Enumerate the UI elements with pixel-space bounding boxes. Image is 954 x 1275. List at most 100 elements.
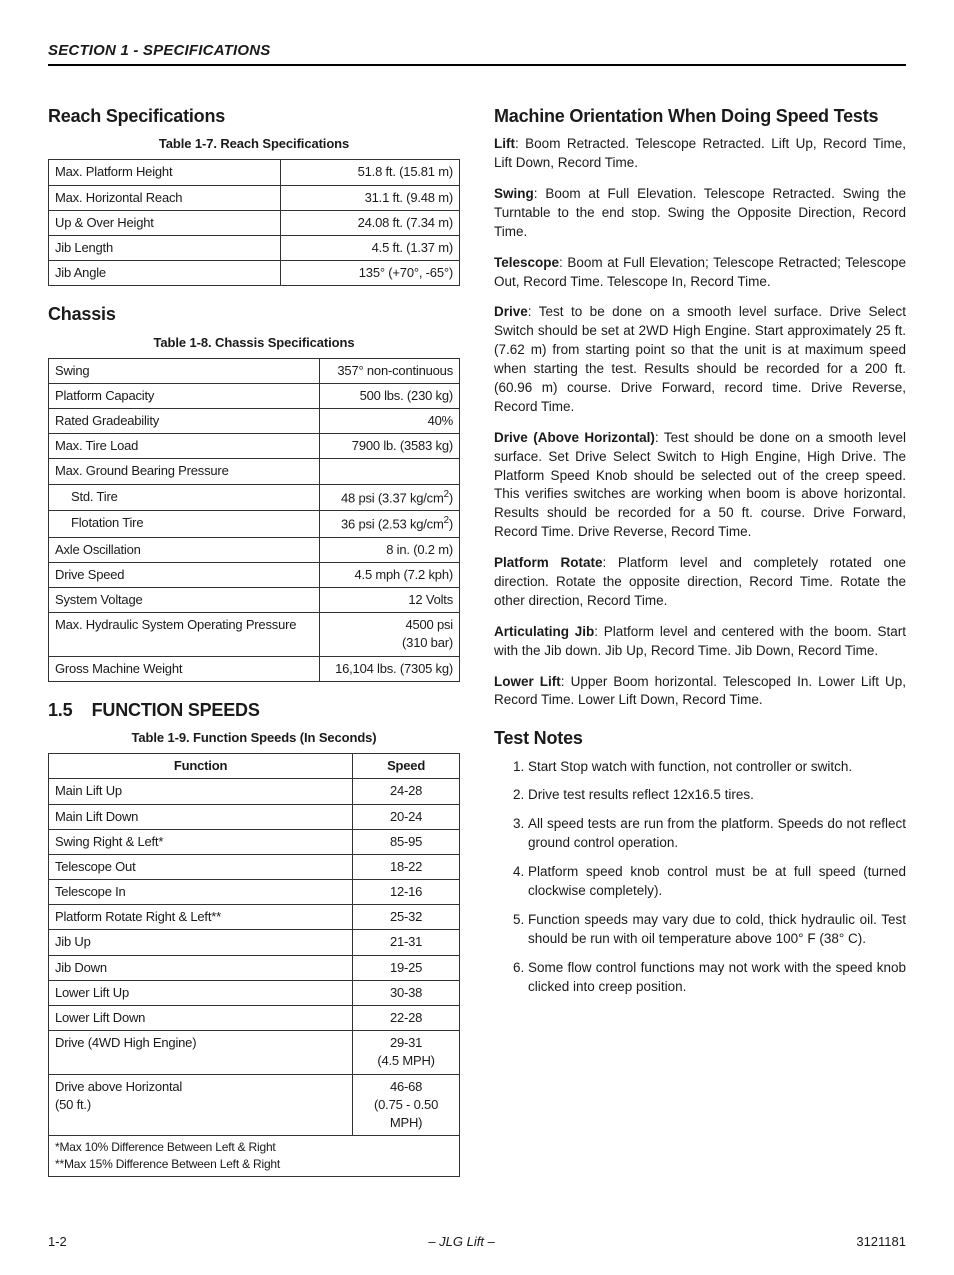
function-name: Drive above Horizontal(50 ft.) xyxy=(49,1074,353,1136)
spec-label: Platform Capacity xyxy=(49,383,320,408)
orientation-paragraph: Drive (Above Horizontal): Test should be… xyxy=(494,429,906,542)
test-note-item: Some flow control functions may not work… xyxy=(528,959,906,997)
orientation-term: Drive (Above Horizontal) xyxy=(494,430,655,445)
function-name: Telescope In xyxy=(49,880,353,905)
spec-value: 31.1 ft. (9.48 m) xyxy=(280,185,459,210)
table-row: Max. Hydraulic System Operating Pressure… xyxy=(49,613,460,656)
speeds-table: Function Speed Main Lift Up24-28Main Lif… xyxy=(48,753,460,1177)
function-speed: 22-28 xyxy=(353,1006,460,1031)
table-row: Swing357° non-continuous xyxy=(49,358,460,383)
spec-label: Jib Angle xyxy=(49,261,281,286)
table-row: Drive (4WD High Engine)29-31(4.5 MPH) xyxy=(49,1031,460,1074)
test-note-item: Start Stop watch with function, not cont… xyxy=(528,758,906,777)
orientation-paragraph: Swing: Boom at Full Elevation. Telescope… xyxy=(494,185,906,242)
orientation-paragraph: Lift: Boom Retracted. Telescope Retracte… xyxy=(494,135,906,173)
function-name: Main Lift Down xyxy=(49,804,353,829)
table-row: Jib Down19-25 xyxy=(49,955,460,980)
orientation-term: Lower Lift xyxy=(494,674,561,689)
function-speed: 20-24 xyxy=(353,804,460,829)
table-row: Jib Angle135° (+70°, -65°) xyxy=(49,261,460,286)
reach-caption: Table 1-7. Reach Specifications xyxy=(48,135,460,153)
spec-value: 16,104 lbs. (7305 kg) xyxy=(320,656,460,681)
table-row: Drive Speed4.5 mph (7.2 kph) xyxy=(49,562,460,587)
spec-label: Max. Platform Height xyxy=(49,160,281,185)
orient-heading: Machine Orientation When Doing Speed Tes… xyxy=(494,104,906,129)
speeds-th-function: Function xyxy=(49,754,353,779)
orientation-term: Lift xyxy=(494,136,515,151)
spec-value: 4500 psi(310 bar) xyxy=(320,613,460,656)
table-row: Telescope In12-16 xyxy=(49,880,460,905)
table-row: Flotation Tire36 psi (2.53 kg/cm2) xyxy=(49,511,460,538)
table-row: Gross Machine Weight16,104 lbs. (7305 kg… xyxy=(49,656,460,681)
spec-label: Std. Tire xyxy=(49,484,320,511)
test-notes-list: Start Stop watch with function, not cont… xyxy=(494,758,906,997)
speeds-heading: 1.5 FUNCTION SPEEDS xyxy=(48,698,460,723)
table-row: Swing Right & Left*85-95 xyxy=(49,829,460,854)
reach-heading: Reach Specifications xyxy=(48,104,460,129)
spec-label: Rated Gradeability xyxy=(49,409,320,434)
spec-label: System Voltage xyxy=(49,588,320,613)
orientation-term: Platform Rotate xyxy=(494,555,602,570)
reach-table: Max. Platform Height51.8 ft. (15.81 m)Ma… xyxy=(48,159,460,286)
table-row: Std. Tire48 psi (3.37 kg/cm2) xyxy=(49,484,460,511)
spec-label: Drive Speed xyxy=(49,562,320,587)
table-row: Max. Tire Load7900 lb. (3583 kg) xyxy=(49,434,460,459)
spec-value: 4.5 mph (7.2 kph) xyxy=(320,562,460,587)
table-row: Axle Oscillation8 in. (0.2 m) xyxy=(49,537,460,562)
spec-label: Max. Tire Load xyxy=(49,434,320,459)
spec-value: 8 in. (0.2 m) xyxy=(320,537,460,562)
function-speed: 29-31(4.5 MPH) xyxy=(353,1031,460,1074)
table-row: Main Lift Down20-24 xyxy=(49,804,460,829)
table-row: Telescope Out18-22 xyxy=(49,854,460,879)
orientation-term: Telescope xyxy=(494,255,559,270)
table-row: Max. Horizontal Reach31.1 ft. (9.48 m) xyxy=(49,185,460,210)
spec-label: Axle Oscillation xyxy=(49,537,320,562)
table-row: Jib Length4.5 ft. (1.37 m) xyxy=(49,235,460,260)
table-footnote: *Max 10% Difference Between Left & Right… xyxy=(49,1136,460,1177)
orientation-paragraph: Articulating Jib: Platform level and cen… xyxy=(494,623,906,661)
left-column: Reach Specifications Table 1-7. Reach Sp… xyxy=(48,94,460,1191)
footer-page: 1-2 xyxy=(48,1233,67,1251)
spec-label: Up & Over Height xyxy=(49,210,281,235)
function-name: Platform Rotate Right & Left** xyxy=(49,905,353,930)
footnote-text: *Max 10% Difference Between Left & Right… xyxy=(49,1136,460,1177)
chassis-heading: Chassis xyxy=(48,302,460,327)
function-name: Drive (4WD High Engine) xyxy=(49,1031,353,1074)
spec-value: 40% xyxy=(320,409,460,434)
function-speed: 46-68(0.75 - 0.50 MPH) xyxy=(353,1074,460,1136)
table-row: Drive above Horizontal(50 ft.)46-68(0.75… xyxy=(49,1074,460,1136)
spec-value: 36 psi (2.53 kg/cm2) xyxy=(320,511,460,538)
speeds-th-speed: Speed xyxy=(353,754,460,779)
spec-label: Max. Ground Bearing Pressure xyxy=(49,459,320,484)
orientation-term: Drive xyxy=(494,304,528,319)
table-row: Up & Over Height24.08 ft. (7.34 m) xyxy=(49,210,460,235)
test-note-item: Platform speed knob control must be at f… xyxy=(528,863,906,901)
orientation-paragraph: Telescope: Boom at Full Elevation; Teles… xyxy=(494,254,906,292)
table-row: Max. Platform Height51.8 ft. (15.81 m) xyxy=(49,160,460,185)
spec-label: Jib Length xyxy=(49,235,281,260)
orientation-paragraph: Lower Lift: Upper Boom horizontal. Teles… xyxy=(494,673,906,711)
spec-label: Max. Horizontal Reach xyxy=(49,185,281,210)
spec-value: 12 Volts xyxy=(320,588,460,613)
chassis-caption: Table 1-8. Chassis Specifications xyxy=(48,334,460,352)
spec-value: 24.08 ft. (7.34 m) xyxy=(280,210,459,235)
spec-label: Gross Machine Weight xyxy=(49,656,320,681)
function-name: Jib Up xyxy=(49,930,353,955)
function-name: Lower Lift Up xyxy=(49,980,353,1005)
function-speed: 25-32 xyxy=(353,905,460,930)
spec-value: 51.8 ft. (15.81 m) xyxy=(280,160,459,185)
table-row: Platform Capacity500 lbs. (230 kg) xyxy=(49,383,460,408)
function-name: Main Lift Up xyxy=(49,779,353,804)
chassis-table: Swing357° non-continuousPlatform Capacit… xyxy=(48,358,460,682)
footer-doc: 3121181 xyxy=(856,1233,906,1251)
spec-value: 357° non-continuous xyxy=(320,358,460,383)
right-column: Machine Orientation When Doing Speed Tes… xyxy=(494,94,906,1191)
table-row: Lower Lift Up30-38 xyxy=(49,980,460,1005)
spec-value: 135° (+70°, -65°) xyxy=(280,261,459,286)
function-name: Jib Down xyxy=(49,955,353,980)
spec-value xyxy=(320,459,460,484)
table-row: Rated Gradeability40% xyxy=(49,409,460,434)
spec-value: 7900 lb. (3583 kg) xyxy=(320,434,460,459)
test-note-item: Drive test results reflect 12x16.5 tires… xyxy=(528,786,906,805)
spec-label: Swing xyxy=(49,358,320,383)
